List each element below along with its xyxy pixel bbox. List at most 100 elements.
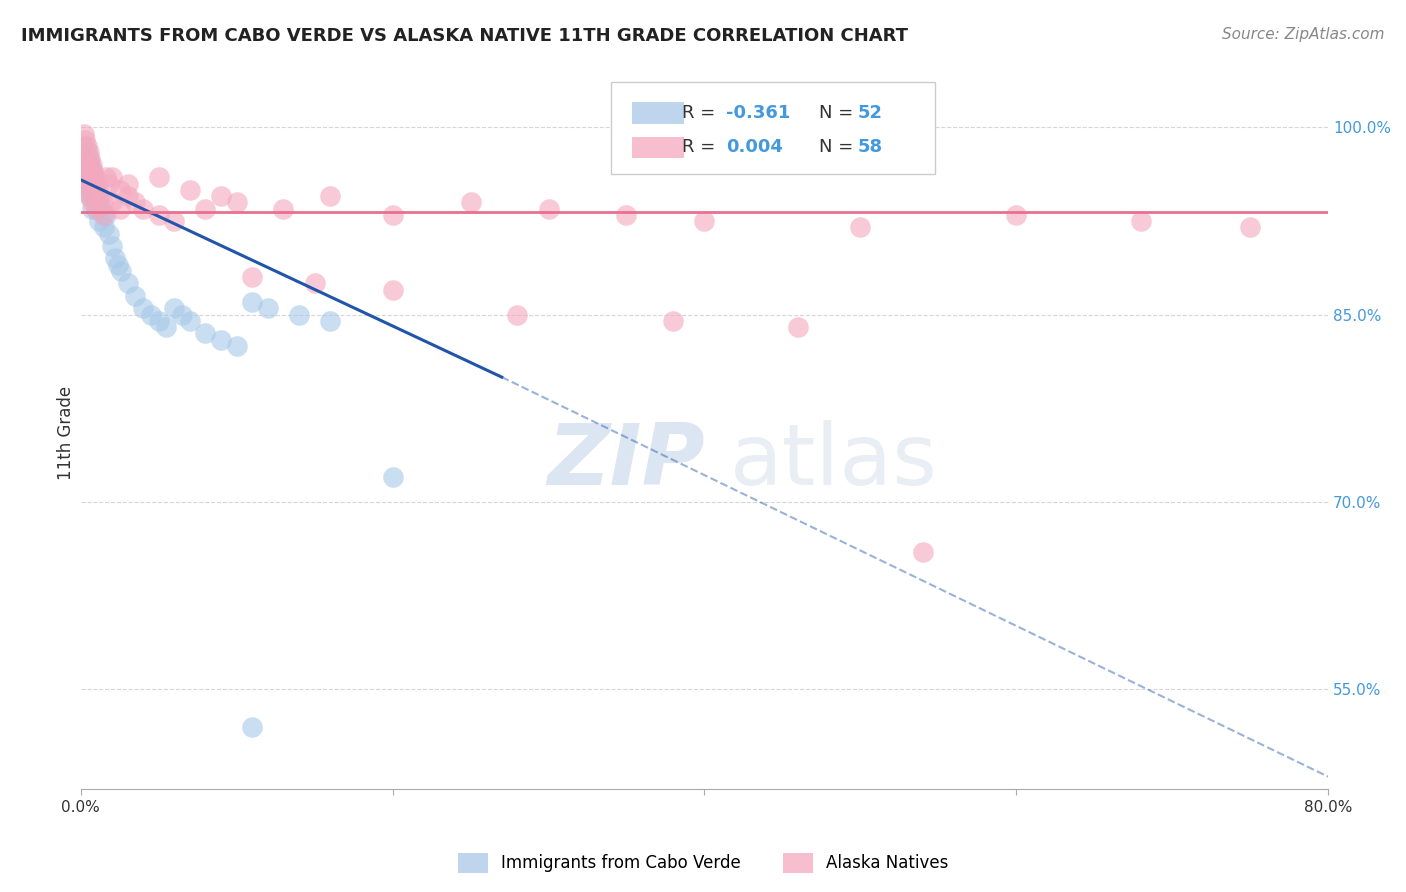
Point <box>107 258 129 272</box>
Text: 0.004: 0.004 <box>725 138 783 156</box>
Text: N =: N = <box>820 104 859 122</box>
Point <box>194 202 217 216</box>
Point <box>83 170 105 185</box>
Point <box>75 133 97 147</box>
Point <box>155 320 177 334</box>
Point <box>381 470 404 484</box>
Point <box>304 277 326 291</box>
Point <box>89 189 111 203</box>
Text: N =: N = <box>820 138 859 156</box>
Point <box>381 283 404 297</box>
Point <box>257 301 280 316</box>
Point <box>86 183 108 197</box>
Point <box>101 170 124 185</box>
Point <box>460 195 482 210</box>
Point <box>97 227 120 241</box>
Y-axis label: 11th Grade: 11th Grade <box>58 386 75 481</box>
Point <box>87 189 110 203</box>
Point <box>77 170 100 185</box>
Legend: Immigrants from Cabo Verde, Alaska Natives: Immigrants from Cabo Verde, Alaska Nativ… <box>451 847 955 880</box>
Point <box>101 239 124 253</box>
Point <box>83 195 105 210</box>
Point <box>76 164 98 178</box>
Point <box>662 314 685 328</box>
Point <box>108 202 131 216</box>
Point <box>86 177 108 191</box>
Point <box>148 170 170 185</box>
Point <box>75 139 97 153</box>
Point <box>117 177 139 191</box>
Point <box>79 152 101 166</box>
Point <box>80 202 103 216</box>
Point <box>179 183 201 197</box>
Point <box>77 152 100 166</box>
Point <box>79 170 101 185</box>
Point <box>911 545 934 559</box>
Point <box>94 208 117 222</box>
Point <box>240 295 263 310</box>
Point <box>225 339 247 353</box>
Point <box>79 177 101 191</box>
Point <box>273 202 295 216</box>
Point <box>91 208 114 222</box>
Point <box>90 202 112 216</box>
Text: IMMIGRANTS FROM CABO VERDE VS ALASKA NATIVE 11TH GRADE CORRELATION CHART: IMMIGRANTS FROM CABO VERDE VS ALASKA NAT… <box>21 27 908 45</box>
Point <box>75 170 97 185</box>
Point <box>506 308 529 322</box>
Point <box>94 170 117 185</box>
Point <box>77 164 100 178</box>
Point <box>110 264 132 278</box>
Point <box>163 214 186 228</box>
Point <box>91 195 114 210</box>
FancyBboxPatch shape <box>610 82 935 174</box>
Point <box>1239 220 1261 235</box>
Point <box>225 195 247 210</box>
Point <box>80 158 103 172</box>
Point <box>80 183 103 197</box>
Point <box>288 308 311 322</box>
Point <box>104 252 127 266</box>
Point <box>77 183 100 197</box>
Point <box>82 170 104 185</box>
Point <box>240 270 263 285</box>
Point <box>82 164 104 178</box>
Point <box>97 177 120 191</box>
Point <box>89 214 111 228</box>
Text: R =: R = <box>682 138 721 156</box>
Point <box>693 214 716 228</box>
Point <box>76 158 98 172</box>
Point <box>132 301 155 316</box>
Point <box>79 189 101 203</box>
Point <box>319 189 342 203</box>
Point <box>1130 214 1153 228</box>
Text: atlas: atlas <box>730 420 938 503</box>
Point <box>80 195 103 210</box>
Point <box>83 177 105 191</box>
Point <box>101 195 124 210</box>
Point <box>108 183 131 197</box>
Point <box>117 277 139 291</box>
Point <box>132 202 155 216</box>
Text: -0.361: -0.361 <box>725 104 790 122</box>
Point <box>148 208 170 222</box>
Point <box>75 158 97 172</box>
Bar <box>633 103 685 124</box>
Point <box>1005 208 1028 222</box>
Point <box>194 326 217 341</box>
Point <box>172 308 194 322</box>
Text: ZIP: ZIP <box>547 420 704 503</box>
Text: Source: ZipAtlas.com: Source: ZipAtlas.com <box>1222 27 1385 42</box>
Text: 58: 58 <box>858 138 883 156</box>
Point <box>76 183 98 197</box>
Point <box>139 308 162 322</box>
Point <box>93 208 115 222</box>
Point <box>787 320 810 334</box>
Point <box>319 314 342 328</box>
Point <box>209 189 232 203</box>
Point <box>537 202 560 216</box>
Point <box>86 202 108 216</box>
Point <box>76 177 98 191</box>
Point <box>209 333 232 347</box>
Text: R =: R = <box>682 104 721 122</box>
Point <box>93 220 115 235</box>
